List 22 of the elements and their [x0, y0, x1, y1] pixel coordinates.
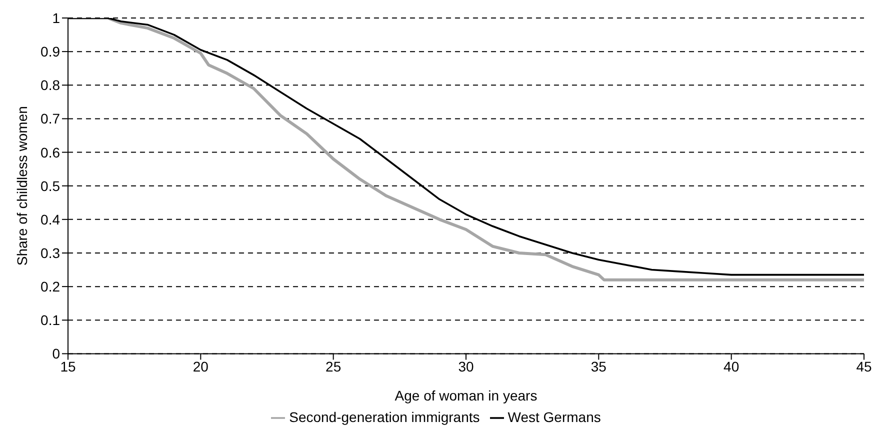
- x-tick-label: 25: [326, 358, 342, 375]
- x-axis-title: Age of woman in years: [394, 388, 538, 404]
- y-tick-label: 0.3: [40, 244, 60, 261]
- y-tick-label: 0.4: [40, 211, 60, 228]
- legend-label: Second-generation immigrants: [289, 408, 480, 425]
- x-tick-label: 35: [590, 358, 607, 375]
- y-tick-label: 0.9: [40, 44, 60, 60]
- y-tick-label: 0.6: [40, 144, 60, 160]
- x-tick-label: 15: [60, 358, 76, 375]
- legend-label: West Germans: [508, 408, 601, 425]
- y-tick-label: 0.7: [40, 110, 60, 127]
- y-tick-label: 0: [52, 346, 60, 362]
- y-tick-label: 1: [52, 10, 60, 26]
- y-tick-label: 0.1: [40, 312, 60, 328]
- y-tick-label: 0.5: [40, 178, 60, 194]
- x-tick-label: 45: [856, 358, 872, 375]
- x-tick-label: 20: [192, 358, 209, 375]
- x-tick-label: 40: [724, 358, 740, 375]
- y-axis-title: Share of childless women: [14, 106, 30, 266]
- x-tick-label: 30: [458, 358, 474, 375]
- y-tick-label: 0.2: [40, 278, 60, 295]
- y-tick-label: 0.8: [40, 77, 60, 94]
